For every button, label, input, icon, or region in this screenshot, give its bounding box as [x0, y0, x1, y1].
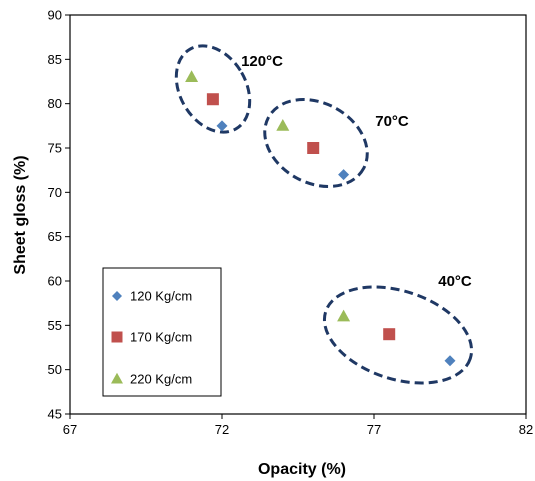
legend-marker-triangle: [111, 372, 123, 384]
group-label: 40°C: [438, 273, 472, 290]
point-square: [307, 142, 320, 154]
y-tick-label: 50: [48, 362, 62, 377]
group-label: 70°C: [375, 113, 409, 130]
x-tick-label: 82: [519, 422, 533, 437]
legend-label: 170 Kg/cm: [130, 330, 192, 345]
y-tick-label: 60: [48, 274, 62, 289]
legend-marker-square: [111, 331, 123, 343]
y-tick-label: 45: [48, 407, 62, 422]
point-diamond: [216, 120, 228, 132]
y-tick-label: 65: [48, 229, 62, 244]
x-axis-title: Opacity (%): [258, 461, 346, 478]
point-triangle: [185, 70, 199, 82]
y-tick-label: 80: [48, 96, 62, 111]
x-axis-ticks: 67 72 77 82: [63, 414, 533, 437]
point-square: [206, 93, 219, 106]
x-tick-label: 77: [367, 422, 381, 437]
group-label: 120°C: [241, 53, 283, 70]
y-axis-ticks: 45 50 55 60 65 70 75 80 85 90: [48, 8, 70, 422]
group-ellipse: [322, 285, 474, 385]
group-labels: 120°C 70°C 40°C: [241, 53, 472, 290]
y-tick-label: 55: [48, 318, 62, 333]
point-triangle: [337, 309, 351, 322]
y-tick-label: 70: [48, 185, 62, 200]
plot-border: [69, 14, 527, 415]
y-tick-label: 75: [48, 141, 62, 156]
point-diamond: [338, 169, 350, 181]
legend: 120 Kg/cm 170 Kg/cm 220 Kg/cm: [102, 267, 222, 397]
plot-area: [69, 14, 527, 415]
group-ellipse: [174, 44, 252, 134]
legend-marker-diamond: [112, 291, 122, 301]
group-ellipses: [174, 44, 474, 385]
y-axis-title: Sheet gloss (%): [12, 155, 29, 274]
group-ellipse: [263, 98, 369, 188]
legend-label: 220 Kg/cm: [130, 372, 192, 387]
x-tick-label: 67: [63, 422, 77, 437]
point-diamond: [444, 355, 456, 367]
y-tick-label: 85: [48, 52, 62, 67]
point-square: [383, 328, 396, 341]
y-tick-label: 90: [48, 8, 62, 23]
point-triangle: [276, 119, 290, 131]
legend-box: [102, 267, 222, 397]
legend-label: 120 Kg/cm: [130, 289, 192, 304]
x-tick-label: 72: [215, 422, 229, 437]
data-points: [185, 70, 456, 367]
